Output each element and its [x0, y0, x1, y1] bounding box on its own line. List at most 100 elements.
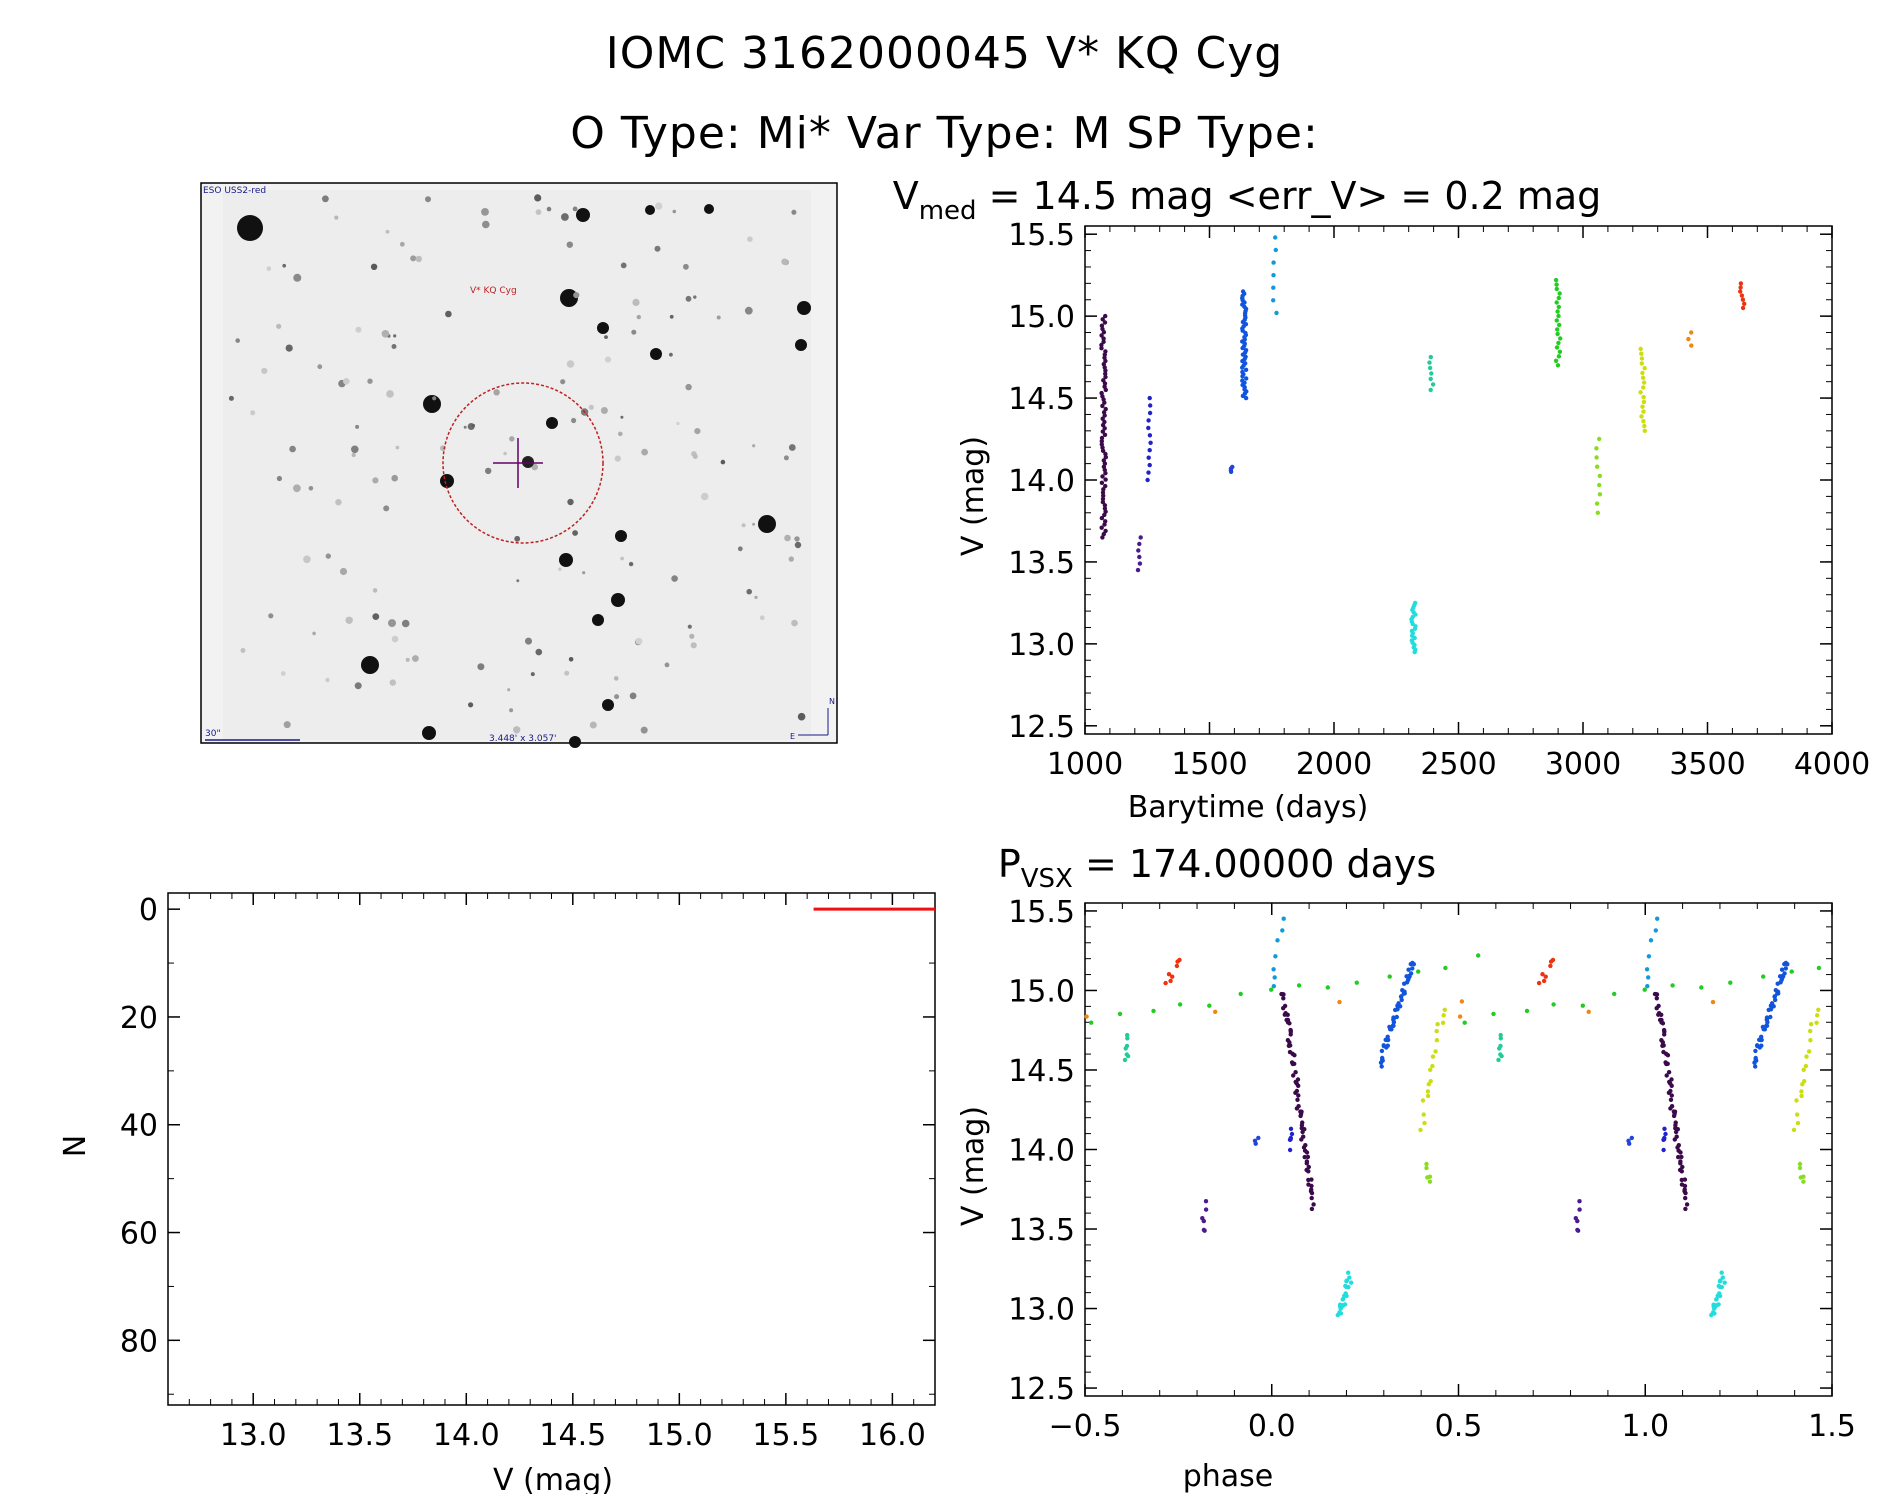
histogram-ylabel: N: [58, 1135, 93, 1157]
data-point: [1296, 1093, 1301, 1098]
data-point: [1769, 1001, 1775, 1006]
star: [683, 263, 689, 270]
data-point: [1682, 1187, 1687, 1192]
data-point: [1699, 985, 1704, 990]
x-tick-label: 1.0: [1621, 1409, 1669, 1444]
star: [737, 546, 743, 552]
data-point: [1177, 957, 1182, 963]
data-point: [1099, 515, 1105, 521]
lightcurve-points: [1099, 235, 1747, 655]
star: [385, 229, 390, 234]
data-point: [1416, 969, 1421, 974]
lightcurve-xlabel: Barytime (days): [1128, 790, 1369, 825]
data-point: [1666, 1090, 1672, 1096]
star: [343, 378, 350, 385]
star: [391, 474, 399, 482]
data-point: [1427, 365, 1433, 371]
data-point: [1645, 984, 1650, 989]
star: [276, 323, 282, 329]
data-point: [1656, 1012, 1661, 1017]
data-point: [1641, 394, 1646, 400]
data-point: [1498, 1043, 1503, 1049]
data-point: [1765, 1020, 1770, 1025]
data-point: [1720, 1275, 1726, 1280]
data-point: [1648, 938, 1654, 943]
data-point: [1168, 978, 1173, 984]
star: [325, 553, 331, 559]
star: [250, 410, 256, 416]
data-point: [1682, 1183, 1688, 1189]
star: [507, 688, 511, 692]
data-point: [1678, 1161, 1683, 1166]
data-point: [1669, 1093, 1675, 1098]
star: [335, 499, 342, 506]
star: [425, 196, 431, 203]
data-point: [1124, 1043, 1130, 1049]
data-point: [1640, 375, 1646, 380]
data-point: [1103, 313, 1108, 319]
data-point: [1594, 455, 1599, 460]
data-point: [1145, 477, 1150, 483]
star: [516, 579, 520, 583]
histogram-chart: 13.0 13.5 14.0 14.5 15.0 15.5 16.0 0 20 40 60 80 V …: [58, 892, 936, 1494]
star: [640, 726, 648, 734]
data-point: [1722, 1280, 1727, 1285]
data-point: [1764, 1023, 1770, 1028]
star: [566, 360, 575, 368]
star: [632, 298, 640, 306]
data-point: [1669, 1077, 1674, 1082]
star: [645, 205, 655, 215]
data-point: [1294, 1106, 1300, 1111]
compass-east-label: E: [790, 732, 795, 741]
data-point: [1309, 1187, 1314, 1192]
data-point: [1551, 1002, 1556, 1007]
star: [463, 425, 467, 429]
fov-label: 3.448' x 3.057': [489, 734, 557, 744]
data-point: [1398, 994, 1404, 999]
data-point: [1148, 440, 1153, 445]
data-point: [1775, 981, 1780, 986]
data-point: [1791, 1127, 1797, 1133]
x-tick-label: 1500: [1171, 747, 1247, 782]
data-point: [1586, 1009, 1591, 1014]
data-point: [1100, 403, 1105, 409]
data-point: [1344, 1293, 1349, 1299]
data-point: [1753, 1064, 1758, 1069]
star: [628, 561, 634, 567]
data-point: [1274, 310, 1279, 316]
data-point: [1442, 1007, 1448, 1012]
data-point: [1203, 1207, 1209, 1212]
data-point: [1639, 361, 1645, 366]
data-point: [1381, 1043, 1386, 1048]
star: [620, 415, 624, 419]
data-point: [1102, 355, 1107, 360]
data-point: [1740, 305, 1746, 311]
data-point: [1135, 567, 1141, 573]
data-point: [1498, 1032, 1503, 1038]
data-point: [1557, 322, 1562, 328]
data-point: [1429, 371, 1434, 376]
data-point: [1753, 1048, 1758, 1054]
data-point: [1550, 957, 1556, 963]
star: [561, 213, 569, 221]
data-point: [1612, 991, 1617, 997]
data-point: [1430, 1054, 1436, 1059]
star: [788, 556, 794, 562]
data-point: [1325, 985, 1331, 990]
star: [572, 530, 578, 536]
data-point: [1125, 1053, 1131, 1059]
y-tick-label: 13.5: [1008, 546, 1075, 581]
data-point: [1240, 289, 1246, 294]
data-point: [1287, 1147, 1293, 1153]
star: [573, 292, 580, 299]
data-point: [1101, 378, 1106, 383]
data-point: [1424, 1165, 1429, 1171]
star: [582, 571, 586, 575]
data-point: [1146, 418, 1151, 423]
data-point: [1641, 380, 1647, 385]
data-point: [1413, 600, 1418, 606]
data-point: [1288, 1043, 1293, 1048]
data-point: [1387, 974, 1392, 979]
data-point: [1795, 1120, 1801, 1126]
